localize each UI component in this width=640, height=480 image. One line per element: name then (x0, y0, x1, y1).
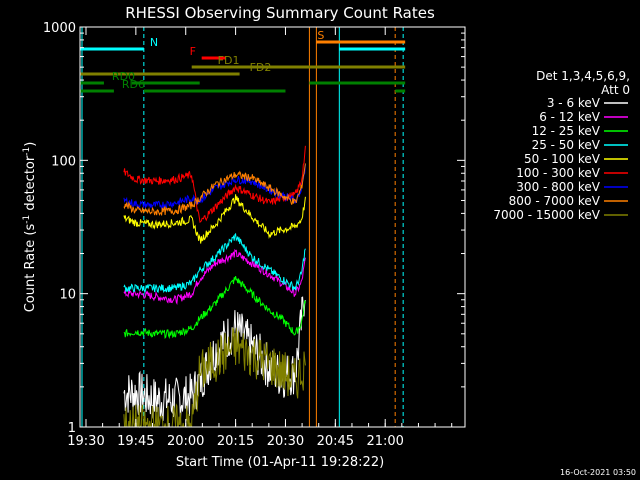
legend-entry-label: 100 - 300 keV (516, 166, 600, 180)
y-axis-label-sup1: -1 (22, 215, 32, 224)
series-line (123, 275, 306, 340)
plot-frame (79, 26, 466, 428)
chart-title: RHESSI Observing Summary Count Rates (125, 4, 435, 22)
y-tick-label: 1 (68, 421, 76, 436)
state-marker-label: N (150, 36, 158, 49)
legend-entry-label: 12 - 25 keV (532, 124, 601, 138)
x-tick-label: 20:30 (267, 434, 304, 449)
x-tick-label: 20:00 (167, 434, 204, 449)
state-marker-label: FD1 (218, 54, 240, 67)
y-axis-label: Count Rate (s-1 detector-1) (22, 142, 38, 313)
legend-entry-label: 6 - 12 keV (539, 110, 601, 124)
state-marker-label: RD0 (112, 70, 135, 83)
state-marker-label: F (190, 45, 196, 58)
legend-entry-label: 7000 - 15000 keV (493, 208, 600, 222)
legend-entry-label: 300 - 800 keV (516, 180, 600, 194)
y-axis-label-sup2: -1 (22, 147, 32, 156)
timestamp: 16-Oct-2021 03:50 (560, 468, 636, 477)
legend-title-line2: Att 0 (601, 83, 630, 97)
series-line (123, 327, 306, 429)
y-axis-label-main: Count Rate (s (23, 224, 38, 313)
x-axis-label: Start Time (01-Apr-11 19:28:22) (176, 455, 384, 470)
x-tick-label: 21:00 (366, 434, 403, 449)
series-lines (123, 145, 306, 429)
x-axis-ticks: 19:30 19:45 20:00 20:15 20:30 20:45 21:00 (67, 27, 453, 449)
series-line (123, 232, 306, 294)
series-line (123, 163, 306, 216)
y-axis-label-end: ) (23, 142, 38, 147)
state-marker-label: S (317, 29, 324, 42)
legend-entry-label: 800 - 7000 keV (509, 194, 601, 208)
y-axis-ticks: 1 10 100 1000 (43, 21, 465, 436)
state-marker-label: RD6 (122, 78, 145, 91)
series-line (123, 194, 306, 244)
y-tick-label: 10 (59, 288, 76, 303)
x-tick-label: 19:30 (67, 434, 104, 449)
x-tick-label: 20:15 (217, 434, 254, 449)
y-tick-label: 100 (51, 154, 76, 169)
series-line (123, 145, 306, 223)
legend-entry-label: 25 - 50 keV (532, 138, 601, 152)
x-tick-label: 19:45 (117, 434, 154, 449)
legend-title-line1: Det 1,3,4,5,6,9, (536, 69, 630, 83)
state-marker-label: FD2 (250, 61, 272, 74)
guide-lines (81, 27, 404, 427)
series-line (123, 164, 306, 210)
y-tick-label: 1000 (43, 21, 76, 36)
x-tick-label: 20:45 (317, 434, 354, 449)
legend-entry-label: 50 - 100 keV (524, 152, 601, 166)
series-line (123, 248, 306, 305)
legend-entry-label: 3 - 6 keV (547, 96, 601, 110)
y-axis-label-mid: detector (23, 155, 38, 215)
